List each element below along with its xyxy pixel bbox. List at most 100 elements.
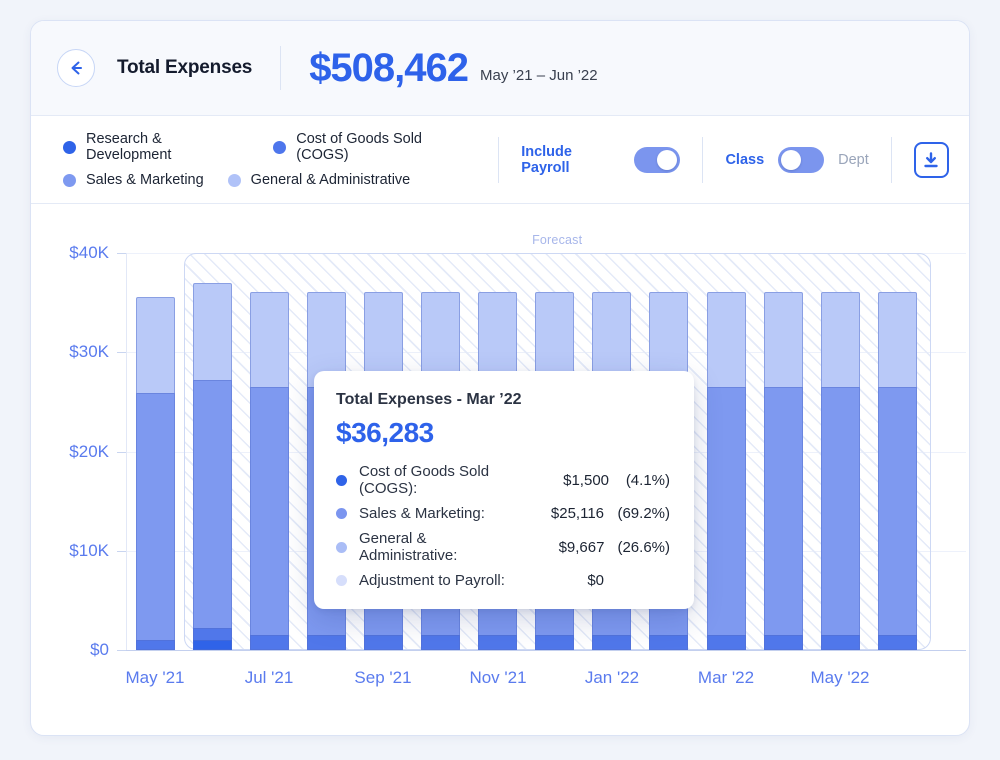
tooltip-row-percent: (4.1%) bbox=[625, 471, 670, 489]
x-axis-label-jul-21: Jul '21 bbox=[244, 668, 294, 687]
controls-divider bbox=[702, 136, 704, 183]
header-divider bbox=[280, 46, 282, 90]
bar-segment-sales-marketing bbox=[136, 393, 175, 641]
tooltip-row-general-administrative: General & Administrative: $9,667 (26.6%) bbox=[336, 530, 670, 564]
y-axis-label: $30K bbox=[69, 342, 109, 361]
bar-segment-research-development bbox=[193, 640, 232, 650]
class-dept-toggle[interactable] bbox=[778, 146, 825, 173]
axis-tick bbox=[117, 650, 126, 651]
legend-label: Research & Development bbox=[86, 131, 172, 163]
x-axis-label-nov-21: Nov '21 bbox=[469, 668, 527, 687]
legend-item-research-development: Research & Development bbox=[63, 131, 249, 163]
tooltip-row-label: Sales & Marketing: bbox=[359, 505, 485, 522]
axis-tick bbox=[117, 452, 126, 453]
toggle-knob bbox=[781, 149, 802, 170]
bar-segment-cost-of-goods-sold-cogs bbox=[478, 635, 517, 650]
date-range: May ’21 – Jun ’22 bbox=[480, 67, 598, 84]
include-payroll-toggle[interactable] bbox=[634, 146, 681, 173]
tooltip-dot-icon bbox=[336, 474, 347, 486]
y-axis-label: $40K bbox=[69, 243, 109, 262]
bar-segment-sales-marketing bbox=[821, 387, 860, 636]
bar-may-21[interactable] bbox=[136, 295, 175, 650]
tooltip-row-label: Adjustment to Payroll: bbox=[359, 572, 505, 589]
bar-mar-22[interactable] bbox=[707, 290, 746, 650]
bar-segment-cost-of-goods-sold-cogs bbox=[764, 635, 803, 650]
chart-legend: Research & Development Cost of Goods Sold… bbox=[63, 131, 476, 188]
bar-jul-21[interactable] bbox=[250, 290, 289, 650]
dept-label: Dept bbox=[838, 151, 869, 168]
include-payroll-label: Include Payroll bbox=[521, 143, 572, 176]
bar-segment-sales-marketing bbox=[878, 387, 917, 636]
axis-tick bbox=[117, 253, 126, 254]
tooltip-row-cost-of-goods-sold-cogs: Cost of Goods Sold (COGS): $1,500 (4.1%) bbox=[336, 463, 670, 497]
gridline-0 bbox=[126, 650, 966, 651]
bar-segment-general-administrative bbox=[878, 292, 917, 388]
toggle-knob bbox=[657, 149, 678, 170]
legend-item-cost-of-goods-sold-cogs: Cost of Goods Sold (COGS) bbox=[273, 131, 476, 163]
legend-label: General & Administrative bbox=[250, 172, 411, 188]
bar-segment-general-administrative bbox=[193, 283, 232, 381]
bar-segment-cost-of-goods-sold-cogs bbox=[364, 635, 403, 650]
legend-dot-icon bbox=[227, 173, 241, 187]
chart-tooltip: Total Expenses - Mar ’22 $36,283 Cost of… bbox=[314, 371, 694, 609]
x-axis-label-jan-22: Jan '22 bbox=[584, 668, 640, 687]
total-amount-group: $508,462 May ’21 – Jun ’22 bbox=[309, 48, 597, 88]
controls-divider bbox=[498, 136, 500, 183]
controls-row: Research & Development Cost of Goods Sold… bbox=[31, 116, 969, 204]
bar-jun-22[interactable] bbox=[878, 290, 917, 650]
legend-row: Research & Development Cost of Goods Sold… bbox=[63, 131, 476, 163]
bar-segment-general-administrative bbox=[764, 292, 803, 388]
bar-segment-general-administrative bbox=[250, 292, 289, 388]
axis-tick bbox=[117, 352, 126, 353]
legend-dot-icon bbox=[63, 140, 76, 154]
x-axis-label-sep-21: Sep '21 bbox=[354, 668, 412, 687]
bar-segment-cost-of-goods-sold-cogs bbox=[421, 635, 460, 650]
legend-item-sales-marketing: Sales & Marketing bbox=[63, 172, 204, 188]
back-button[interactable] bbox=[57, 49, 95, 87]
bar-segment-cost-of-goods-sold-cogs bbox=[535, 635, 574, 650]
bar-apr-22[interactable] bbox=[764, 290, 803, 650]
page-title: Total Expenses bbox=[117, 57, 253, 78]
tooltip-dot-icon bbox=[336, 575, 347, 586]
legend-row: Sales & Marketing General & Administrativ… bbox=[63, 172, 476, 188]
expenses-chart: $0 $10K $20K $30K $40K Forecast May '21 Jul '21… bbox=[31, 205, 969, 735]
y-axis-label: $0 bbox=[90, 640, 109, 659]
bar-segment-cost-of-goods-sold-cogs bbox=[592, 635, 631, 650]
panel-header: Total Expenses $508,462 May ’21 – Jun ’2… bbox=[31, 21, 969, 116]
bar-segment-cost-of-goods-sold-cogs bbox=[136, 640, 175, 650]
download-button[interactable] bbox=[913, 141, 949, 178]
x-axis-label-mar-22: Mar '22 bbox=[697, 668, 755, 687]
tooltip-row-value: $0 bbox=[587, 572, 604, 589]
tooltip-row-sales-marketing: Sales & Marketing: $25,116 (69.2%) bbox=[336, 505, 670, 522]
controls-divider bbox=[890, 136, 892, 183]
total-amount: $508,462 bbox=[309, 46, 469, 90]
bar-may-22[interactable] bbox=[821, 290, 860, 650]
tooltip-row-label: General & Administrative: bbox=[359, 530, 458, 564]
tooltip-dot-icon bbox=[336, 508, 347, 519]
x-axis-label-may-21: May '21 bbox=[125, 668, 185, 687]
tooltip-title: Total Expenses - Mar ’22 bbox=[336, 391, 522, 408]
bar-segment-general-administrative bbox=[136, 297, 175, 394]
bar-segment-general-administrative bbox=[707, 292, 746, 388]
y-axis-label: $20K bbox=[69, 442, 109, 461]
bar-segment-cost-of-goods-sold-cogs bbox=[878, 635, 917, 650]
y-axis-label: $10K bbox=[69, 541, 109, 560]
forecast-label: Forecast bbox=[532, 233, 583, 247]
bar-segment-sales-marketing bbox=[764, 387, 803, 636]
download-icon bbox=[924, 151, 939, 167]
bar-segment-cost-of-goods-sold-cogs bbox=[250, 635, 289, 650]
tooltip-row-value: $9,667 bbox=[558, 538, 605, 556]
bar-segment-cost-of-goods-sold-cogs bbox=[707, 635, 746, 650]
tooltip-row-percent: (69.2%) bbox=[617, 505, 670, 522]
class-dept-group: Class Dept bbox=[725, 146, 869, 173]
x-axis-label-may-22: May '22 bbox=[810, 668, 870, 687]
tooltip-amount: $36,283 bbox=[336, 417, 434, 448]
expenses-panel: Total Expenses $508,462 May ’21 – Jun ’2… bbox=[30, 20, 970, 736]
bar-segment-general-administrative bbox=[821, 292, 860, 388]
bar-jun-21[interactable] bbox=[193, 279, 232, 650]
bar-segment-cost-of-goods-sold-cogs bbox=[307, 635, 346, 650]
tooltip-row-adjustment-to-payroll: Adjustment to Payroll: $0 bbox=[336, 572, 670, 589]
bar-segment-sales-marketing bbox=[250, 387, 289, 636]
class-label: Class bbox=[725, 151, 765, 168]
axis-tick bbox=[117, 551, 126, 552]
